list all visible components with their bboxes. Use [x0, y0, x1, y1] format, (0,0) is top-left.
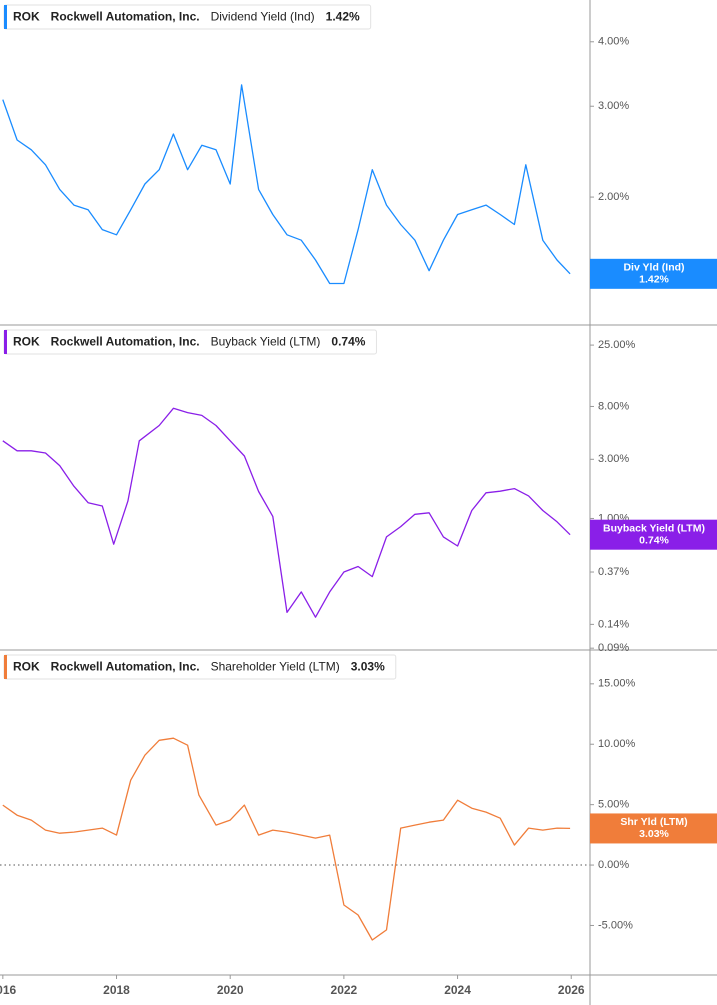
price-tag — [590, 813, 717, 844]
data-line — [2, 407, 571, 618]
legend-text: 3.03% — [351, 660, 385, 674]
price-tag-name: Buyback Yield (LTM) — [603, 522, 705, 534]
legend-text: ROK — [13, 660, 40, 674]
y-tick-label: 3.00% — [598, 453, 629, 465]
legend: ROK Rockwell Automation, Inc. Dividend Yie… — [3, 4, 372, 30]
price-tag-value: 0.74% — [639, 534, 669, 546]
y-tick-label: 5.00% — [598, 799, 629, 811]
y-tick-label: 15.00% — [598, 678, 636, 690]
y-tick-label: -5.00% — [598, 919, 633, 931]
legend-text: Buyback Yield (LTM) — [211, 335, 321, 349]
price-tag-value: 3.03% — [639, 828, 669, 840]
data-line — [2, 737, 571, 941]
y-tick-label: 0.37% — [598, 566, 629, 578]
legend-text: Rockwell Automation, Inc. — [51, 660, 200, 674]
legend-text: Shareholder Yield (LTM) — [211, 660, 340, 674]
y-tick-label: 0.09% — [598, 642, 629, 654]
y-tick-label: 25.00% — [598, 339, 636, 351]
legend-swatch — [4, 655, 7, 679]
legend-swatch — [4, 5, 7, 29]
legend-text: Dividend Yield (Ind) — [211, 10, 315, 24]
price-tag — [590, 258, 717, 289]
price-tag-name: Shr Yld (LTM) — [620, 816, 687, 828]
y-tick-label: 0.14% — [598, 618, 629, 630]
x-tick-label: 2024 — [444, 983, 471, 997]
legend-text: ROK — [13, 335, 40, 349]
legend-text: 0.74% — [331, 335, 365, 349]
price-tag — [590, 519, 717, 550]
y-tick-label: 4.00% — [598, 36, 629, 48]
data-line — [2, 84, 571, 285]
legend: ROK Rockwell Automation, Inc. Shareholder … — [3, 654, 397, 680]
legend-swatch — [4, 330, 7, 354]
y-tick-label: 10.00% — [598, 738, 636, 750]
x-tick-label: 2020 — [217, 983, 244, 997]
legend-text: ROK — [13, 10, 40, 24]
legend-text: Rockwell Automation, Inc. — [51, 335, 200, 349]
y-tick-label: 3.00% — [598, 100, 629, 112]
y-tick-label: 2.00% — [598, 191, 629, 203]
x-tick-label: 2026 — [558, 983, 585, 997]
x-tick-label: 2022 — [331, 983, 358, 997]
x-tick-label: 2016 — [0, 983, 17, 997]
price-tag-value: 1.42% — [639, 274, 669, 286]
y-tick-label: 0.00% — [598, 859, 629, 871]
legend-text: Rockwell Automation, Inc. — [51, 10, 200, 24]
legend: ROK Rockwell Automation, Inc. Buyback Yiel… — [3, 329, 377, 355]
legend-text: 1.42% — [326, 10, 360, 24]
x-tick-label: 2018 — [103, 983, 130, 997]
price-tag-name: Div Yld (Ind) — [623, 262, 684, 274]
y-tick-label: 8.00% — [598, 400, 629, 412]
